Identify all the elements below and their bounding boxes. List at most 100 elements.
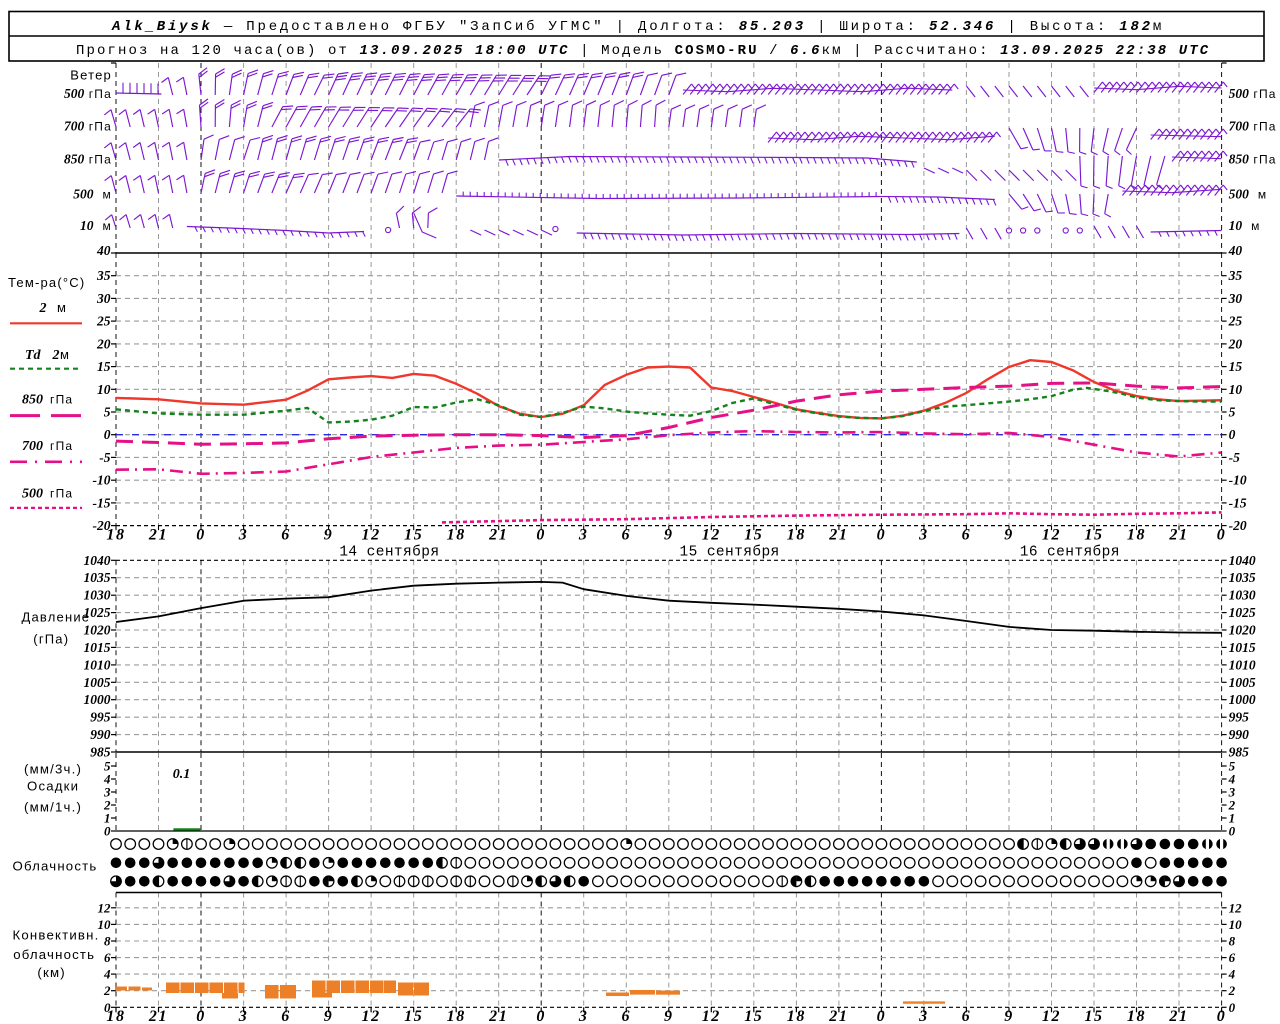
svg-text:0: 0	[877, 1008, 887, 1024]
svg-text:700 гПа: 700 гПа	[1229, 118, 1277, 133]
svg-text:700: 700	[22, 439, 43, 454]
svg-text:Alk_Biysk — Предоставлено ФГБУ: Alk_Biysk — Предоставлено ФГБУ "ЗапСиб У…	[111, 18, 1164, 35]
svg-text:995: 995	[1229, 710, 1250, 725]
svg-text:-15: -15	[93, 495, 111, 510]
svg-text:3: 3	[238, 1008, 249, 1024]
svg-text:-15: -15	[1229, 495, 1247, 510]
svg-text:10: 10	[97, 382, 111, 397]
svg-text:1030: 1030	[1229, 588, 1256, 603]
svg-text:гПа: гПа	[50, 393, 73, 407]
svg-text:21: 21	[148, 527, 168, 544]
svg-text:995: 995	[90, 710, 111, 725]
svg-text:9: 9	[664, 527, 674, 544]
svg-text:18: 18	[787, 527, 806, 544]
svg-text:3: 3	[578, 527, 589, 544]
svg-text:0: 0	[1229, 1000, 1236, 1015]
svg-text:18: 18	[447, 1008, 466, 1024]
svg-text:12: 12	[1042, 527, 1061, 544]
svg-text:5: 5	[104, 759, 111, 774]
svg-text:500 м: 500 м	[73, 187, 112, 202]
svg-text:40: 40	[1228, 243, 1243, 258]
svg-text:985: 985	[90, 745, 111, 760]
svg-text:0: 0	[104, 427, 111, 442]
svg-text:20: 20	[96, 336, 111, 351]
svg-text:6: 6	[104, 950, 111, 965]
svg-text:15: 15	[97, 359, 111, 374]
svg-text:0.1: 0.1	[173, 767, 191, 782]
svg-text:1020: 1020	[84, 623, 111, 638]
svg-text:1030: 1030	[84, 588, 111, 603]
svg-text:21: 21	[1168, 527, 1188, 544]
svg-text:4: 4	[1228, 772, 1236, 787]
svg-text:15: 15	[744, 527, 763, 544]
svg-text:15: 15	[404, 1008, 423, 1024]
svg-text:1025: 1025	[1229, 605, 1256, 620]
svg-text:0: 0	[536, 1008, 546, 1024]
svg-text:35: 35	[96, 268, 111, 283]
svg-text:18: 18	[1127, 527, 1146, 544]
svg-text:6: 6	[281, 527, 291, 544]
svg-text:9: 9	[324, 1008, 334, 1024]
svg-text:-20: -20	[93, 518, 111, 533]
svg-text:1040: 1040	[84, 553, 111, 568]
svg-text:4: 4	[1228, 967, 1236, 982]
svg-text:850: 850	[22, 393, 43, 408]
svg-text:18: 18	[106, 527, 125, 544]
svg-text:2: 2	[103, 798, 111, 813]
svg-text:0: 0	[1229, 824, 1236, 839]
svg-text:1035: 1035	[1229, 570, 1256, 585]
svg-text:990: 990	[1229, 727, 1250, 742]
svg-text:1025: 1025	[84, 605, 111, 620]
svg-text:2: 2	[52, 348, 60, 363]
svg-text:1000: 1000	[1229, 692, 1256, 707]
svg-text:985: 985	[1229, 745, 1250, 760]
svg-text:0: 0	[196, 527, 206, 544]
svg-text:1000: 1000	[84, 692, 111, 707]
svg-text:12: 12	[702, 1008, 721, 1024]
svg-text:9: 9	[664, 1008, 674, 1024]
svg-text:9: 9	[1004, 1008, 1014, 1024]
svg-text:15: 15	[1229, 359, 1243, 374]
svg-text:Ветер: Ветер	[70, 68, 112, 83]
svg-text:12: 12	[1229, 900, 1243, 915]
svg-text:м: м	[57, 300, 67, 315]
svg-text:6: 6	[1229, 950, 1236, 965]
svg-text:500 гПа: 500 гПа	[64, 86, 112, 101]
svg-text:1035: 1035	[84, 570, 111, 585]
svg-text:4: 4	[103, 772, 111, 787]
svg-text:-5: -5	[1229, 450, 1240, 465]
svg-text:0: 0	[1229, 427, 1236, 442]
svg-text:3: 3	[918, 527, 929, 544]
svg-text:0: 0	[1217, 527, 1227, 544]
svg-text:3: 3	[578, 1008, 589, 1024]
svg-text:1040: 1040	[1229, 553, 1256, 568]
svg-text:500: 500	[22, 486, 43, 501]
svg-text:5: 5	[1229, 759, 1236, 774]
svg-text:15: 15	[1084, 527, 1103, 544]
svg-text:-5: -5	[99, 450, 110, 465]
svg-text:18: 18	[447, 527, 466, 544]
svg-text:15 сентября: 15 сентября	[680, 544, 780, 561]
svg-text:2: 2	[1228, 798, 1236, 813]
svg-text:18: 18	[1127, 1008, 1146, 1024]
svg-text:10 м: 10 м	[1229, 218, 1261, 233]
svg-text:0: 0	[877, 527, 887, 544]
svg-text:2: 2	[1228, 983, 1236, 998]
svg-text:6: 6	[621, 527, 631, 544]
svg-text:2: 2	[103, 983, 111, 998]
svg-text:500 гПа: 500 гПа	[1229, 86, 1277, 101]
svg-text:1010: 1010	[1229, 657, 1256, 672]
svg-text:0: 0	[104, 1000, 111, 1015]
svg-text:1010: 1010	[84, 657, 111, 672]
svg-text:25: 25	[1228, 314, 1243, 329]
svg-text:20: 20	[1228, 336, 1243, 351]
svg-text:4: 4	[103, 967, 111, 982]
svg-text:-10: -10	[1229, 473, 1247, 488]
svg-text:700 гПа: 700 гПа	[64, 118, 112, 133]
svg-text:15: 15	[404, 527, 423, 544]
svg-text:0: 0	[1217, 1008, 1227, 1024]
svg-text:1: 1	[104, 811, 111, 826]
svg-text:9: 9	[1004, 527, 1014, 544]
svg-text:12: 12	[702, 527, 721, 544]
svg-text:1020: 1020	[1229, 623, 1256, 638]
